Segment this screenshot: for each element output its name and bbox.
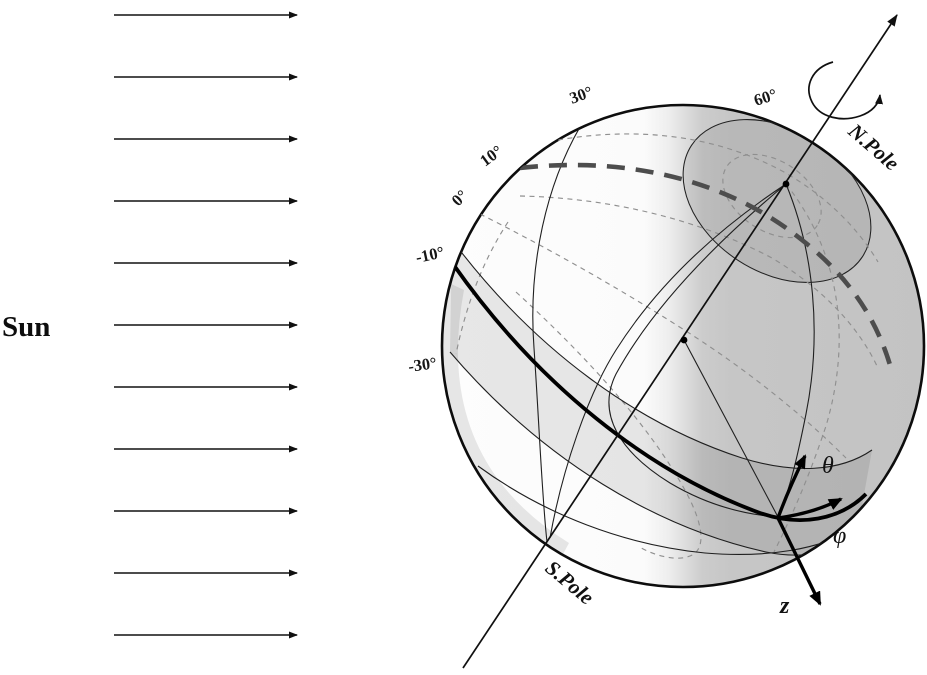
- z-label: z: [779, 593, 790, 619]
- meridian: [549, 183, 787, 539]
- latitude-band: [450, 240, 872, 556]
- north-pole-label: N.Pole: [843, 118, 904, 175]
- dashed-parallel: [519, 195, 878, 367]
- lower-parallel: [477, 465, 857, 555]
- latitude-label-60: 60°: [751, 85, 779, 110]
- latitude-label-30: 30°: [567, 82, 595, 108]
- latitude-label-neg10: -10°: [414, 242, 446, 267]
- dashed-hidden-circle: [515, 291, 702, 559]
- dashed-meridian: [773, 183, 840, 553]
- rotation-axis: [462, 14, 898, 669]
- phi-label: φ: [833, 523, 846, 549]
- polar-inner-dashed-circle: [722, 153, 822, 239]
- z-arrow: [776, 517, 822, 606]
- sun-rays: [114, 11, 298, 639]
- theta-arrow: [776, 454, 807, 519]
- limb-shade-crescent: [442, 283, 569, 556]
- center-to-surface-line: [683, 339, 779, 518]
- latitude-label-0: 0°: [448, 186, 472, 210]
- north-pole-dot: [782, 180, 790, 188]
- bold-solid-parallel: [451, 262, 868, 522]
- meridian: [608, 183, 787, 518]
- theta-label: θ: [822, 453, 834, 479]
- rotation-direction-arrow: [808, 61, 883, 120]
- dashed-meridian: [455, 221, 509, 355]
- latitude-label-10: 10°: [476, 141, 506, 170]
- phi-arrow: [777, 497, 843, 520]
- sphere-center-dot: [680, 336, 688, 344]
- bold-dashed-parallel-10: [519, 162, 893, 366]
- globe-grid: [442, 116, 893, 559]
- latitude-label-neg30: -30°: [407, 353, 438, 376]
- sun-label: Sun: [2, 311, 50, 343]
- meridian: [532, 116, 587, 543]
- band-boundary-upper: [451, 239, 873, 470]
